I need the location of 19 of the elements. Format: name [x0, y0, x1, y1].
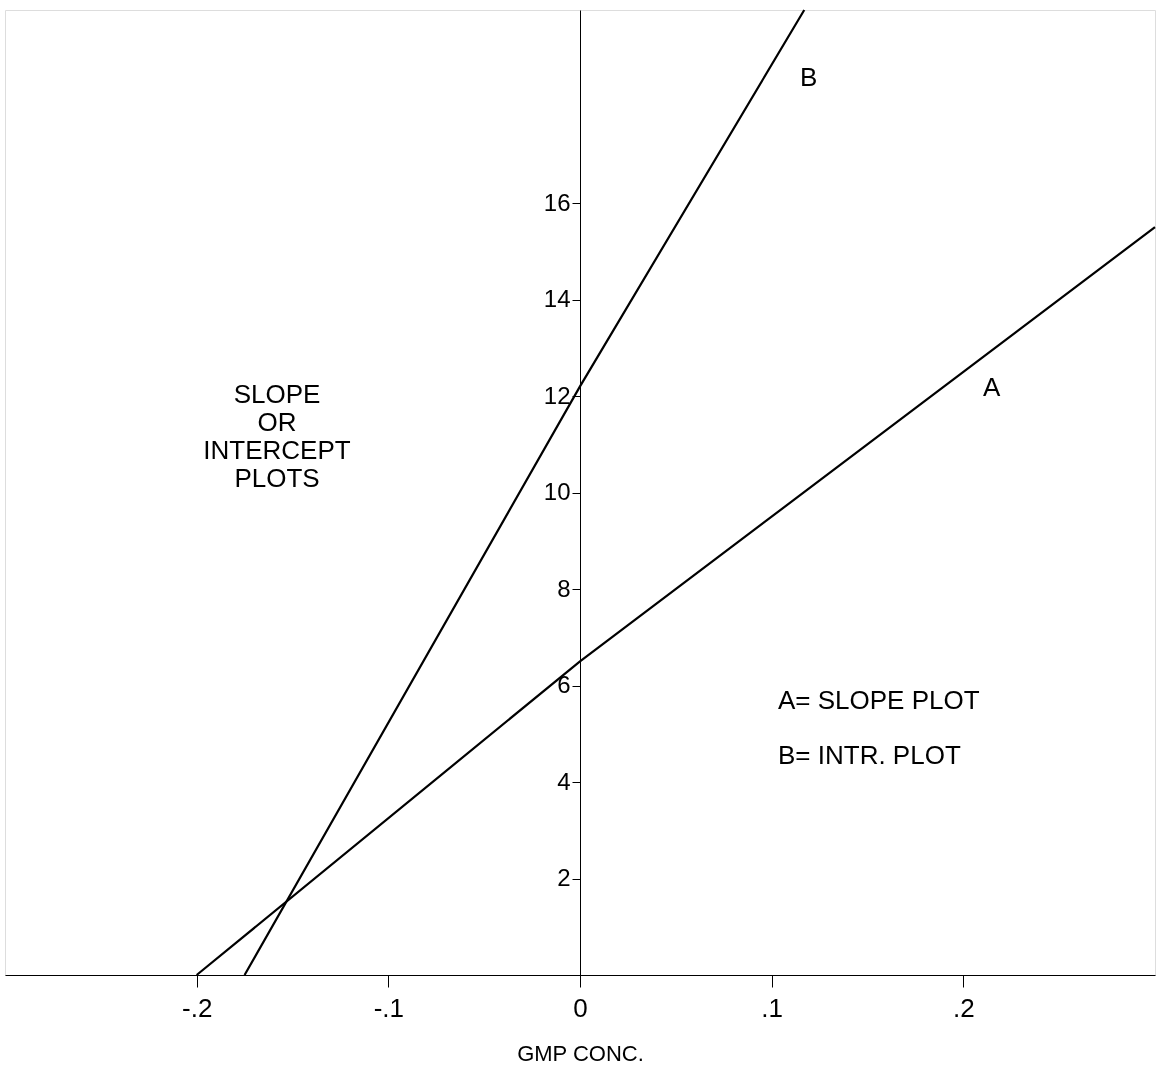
x-tick-label: -.1 — [373, 992, 405, 1023]
annotation: A — [983, 372, 1001, 402]
y-tick-label: 10 — [543, 478, 571, 505]
y-tick-label: 2 — [557, 864, 571, 891]
y-tick-label: 14 — [543, 285, 571, 312]
y-tick-label: 12 — [543, 381, 571, 409]
y-tick-label: 4 — [557, 767, 571, 795]
x-tick-label: .2 — [952, 992, 975, 1023]
x-tick-label: .1 — [761, 992, 784, 1023]
x-tick-label: -.2 — [181, 992, 213, 1023]
annotation: B= INTR. PLOT — [778, 740, 961, 770]
y-tick-label: 16 — [543, 188, 571, 216]
annotation: B — [800, 62, 818, 92]
x-axis-title: GMP CONC. — [517, 1040, 644, 1066]
x-tick-label: 0 — [573, 992, 588, 1023]
y-tick-label: 8 — [557, 574, 571, 602]
annotation: SLOPE OR INTERCEPT PLOTS — [203, 379, 351, 493]
y-tick-label: 6 — [557, 671, 571, 698]
annotation: A= SLOPE PLOT — [778, 685, 980, 715]
